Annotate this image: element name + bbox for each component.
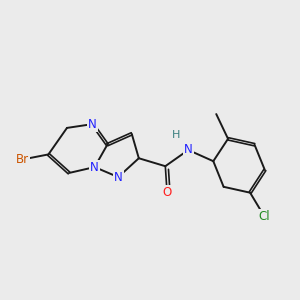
Text: Br: Br [16, 153, 29, 166]
Text: N: N [88, 118, 97, 130]
Text: O: O [163, 186, 172, 199]
Text: N: N [114, 171, 123, 184]
Text: N: N [184, 143, 193, 157]
Text: N: N [90, 160, 99, 174]
Text: Cl: Cl [258, 210, 270, 223]
Text: H: H [172, 130, 180, 140]
